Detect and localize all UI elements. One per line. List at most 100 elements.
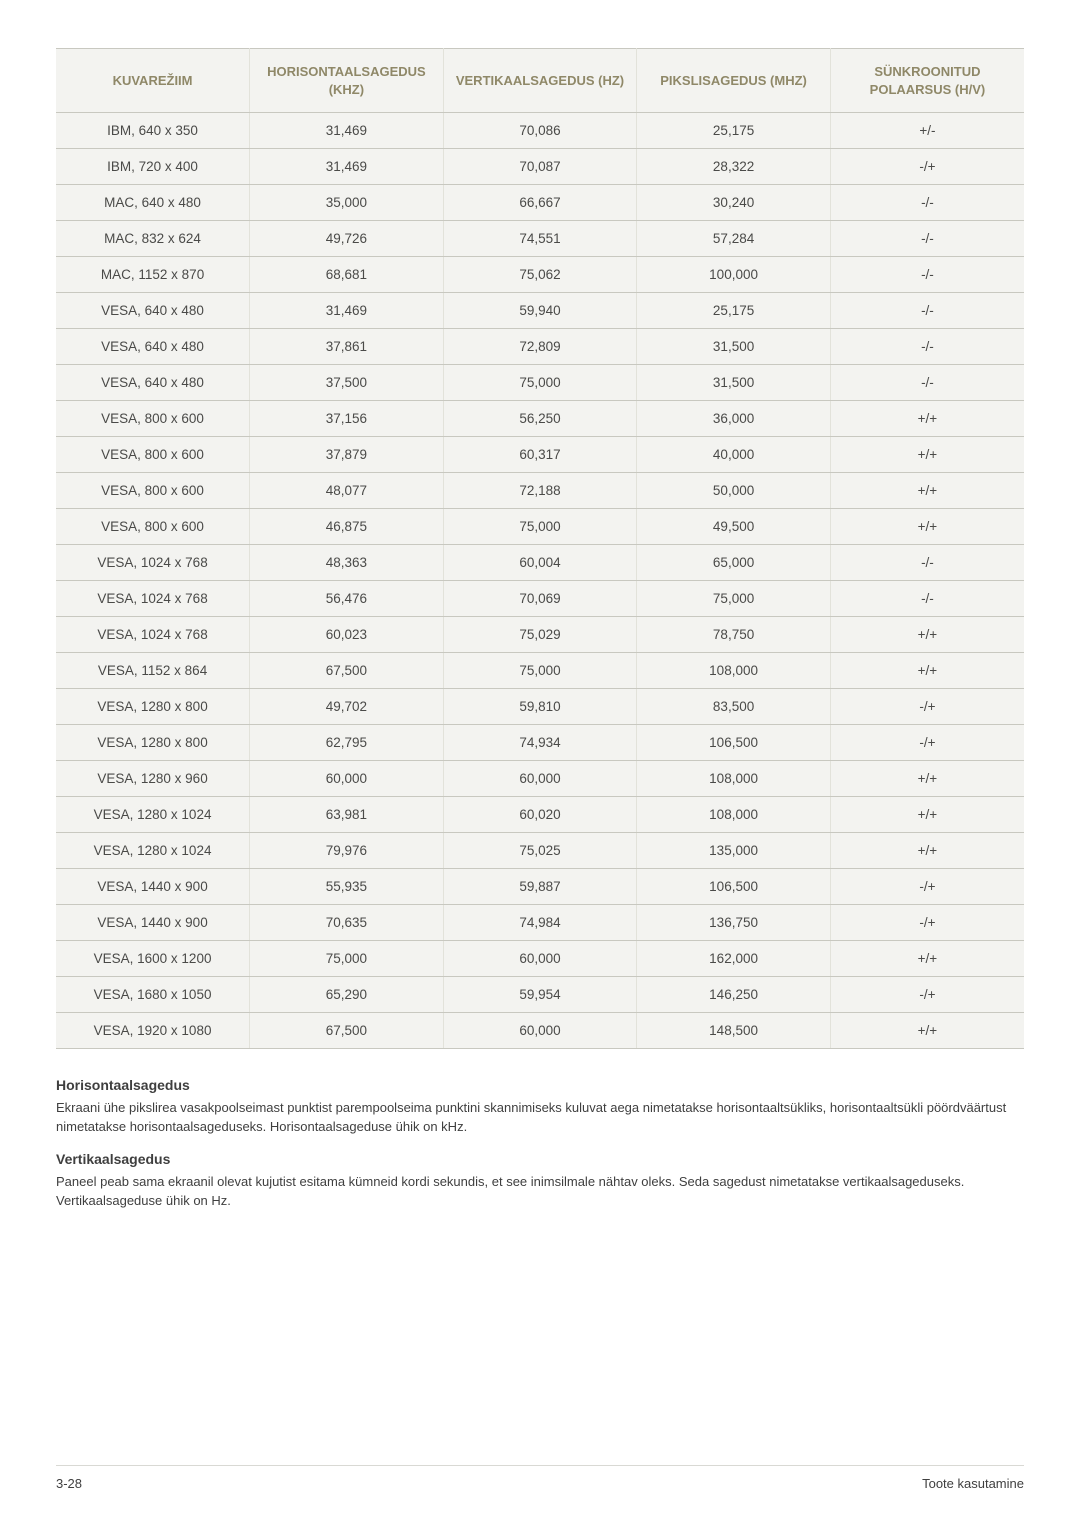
table-cell: 31,500 xyxy=(637,365,831,401)
table-cell: 60,023 xyxy=(250,617,444,653)
table-cell: 75,062 xyxy=(443,257,637,293)
table-cell: +/+ xyxy=(830,797,1024,833)
table-cell: +/+ xyxy=(830,509,1024,545)
table-row: VESA, 640 x 48037,50075,00031,500-/- xyxy=(56,365,1024,401)
table-cell: 31,469 xyxy=(250,113,444,149)
table-cell: 70,069 xyxy=(443,581,637,617)
table-row: MAC, 832 x 62449,72674,55157,284-/- xyxy=(56,221,1024,257)
table-cell: 75,000 xyxy=(443,653,637,689)
table-cell: -/- xyxy=(830,329,1024,365)
table-cell: 65,290 xyxy=(250,977,444,1013)
table-cell: VESA, 800 x 600 xyxy=(56,437,250,473)
table-cell: 28,322 xyxy=(637,149,831,185)
table-cell: 65,000 xyxy=(637,545,831,581)
table-cell: VESA, 1280 x 1024 xyxy=(56,833,250,869)
table-cell: 79,976 xyxy=(250,833,444,869)
table-row: VESA, 800 x 60048,07772,18850,000+/+ xyxy=(56,473,1024,509)
table-cell: 56,250 xyxy=(443,401,637,437)
table-cell: +/+ xyxy=(830,437,1024,473)
table-cell: 75,000 xyxy=(443,365,637,401)
table-cell: -/+ xyxy=(830,869,1024,905)
table-cell: -/+ xyxy=(830,149,1024,185)
table-cell: 60,000 xyxy=(443,761,637,797)
col-mode: KUVAREŽIIM xyxy=(56,49,250,113)
table-cell: 60,020 xyxy=(443,797,637,833)
table-cell: MAC, 1152 x 870 xyxy=(56,257,250,293)
table-cell: IBM, 720 x 400 xyxy=(56,149,250,185)
table-cell: VESA, 1152 x 864 xyxy=(56,653,250,689)
table-cell: 55,935 xyxy=(250,869,444,905)
table-row: VESA, 1024 x 76856,47670,06975,000-/- xyxy=(56,581,1024,617)
table-cell: 75,000 xyxy=(250,941,444,977)
table-row: VESA, 800 x 60046,87575,00049,500+/+ xyxy=(56,509,1024,545)
table-cell: 70,087 xyxy=(443,149,637,185)
section-heading: Horisontaalsagedus xyxy=(56,1077,1024,1093)
table-cell: 106,500 xyxy=(637,725,831,761)
table-row: VESA, 1920 x 108067,50060,000148,500+/+ xyxy=(56,1013,1024,1049)
table-cell: -/+ xyxy=(830,689,1024,725)
table-cell: -/+ xyxy=(830,725,1024,761)
table-row: VESA, 1024 x 76848,36360,00465,000-/- xyxy=(56,545,1024,581)
table-cell: -/+ xyxy=(830,905,1024,941)
section-para: Paneel peab sama ekraanil olevat kujutis… xyxy=(56,1173,1024,1211)
table-cell: 108,000 xyxy=(637,653,831,689)
table-cell: 60,000 xyxy=(443,1013,637,1049)
table-cell: 74,984 xyxy=(443,905,637,941)
table-cell: +/+ xyxy=(830,1013,1024,1049)
table-cell: 30,240 xyxy=(637,185,831,221)
table-cell: 31,500 xyxy=(637,329,831,365)
table-cell: 75,000 xyxy=(443,509,637,545)
table-cell: 59,940 xyxy=(443,293,637,329)
table-cell: 106,500 xyxy=(637,869,831,905)
table-row: VESA, 1280 x 80049,70259,81083,500-/+ xyxy=(56,689,1024,725)
table-cell: 49,500 xyxy=(637,509,831,545)
table-cell: +/+ xyxy=(830,401,1024,437)
table-cell: 37,156 xyxy=(250,401,444,437)
table-cell: 59,810 xyxy=(443,689,637,725)
col-pixclk: PIKSLISAGEDUS (MHZ) xyxy=(637,49,831,113)
table-cell: VESA, 640 x 480 xyxy=(56,365,250,401)
table-cell: MAC, 640 x 480 xyxy=(56,185,250,221)
table-cell: 136,750 xyxy=(637,905,831,941)
table-cell: 108,000 xyxy=(637,761,831,797)
table-cell: 70,086 xyxy=(443,113,637,149)
table-cell: -/- xyxy=(830,221,1024,257)
table-row: VESA, 800 x 60037,87960,31740,000+/+ xyxy=(56,437,1024,473)
table-cell: 37,879 xyxy=(250,437,444,473)
table-cell: 100,000 xyxy=(637,257,831,293)
table-row: VESA, 1280 x 96060,00060,000108,000+/+ xyxy=(56,761,1024,797)
table-cell: 162,000 xyxy=(637,941,831,977)
table-cell: 60,000 xyxy=(443,941,637,977)
table-cell: 48,077 xyxy=(250,473,444,509)
table-row: VESA, 1600 x 120075,00060,000162,000+/+ xyxy=(56,941,1024,977)
table-cell: +/+ xyxy=(830,653,1024,689)
table-cell: VESA, 1024 x 768 xyxy=(56,617,250,653)
table-cell: 75,000 xyxy=(637,581,831,617)
chapter-title: Toote kasutamine xyxy=(922,1476,1024,1491)
table-row: VESA, 1280 x 102463,98160,020108,000+/+ xyxy=(56,797,1024,833)
table-cell: 67,500 xyxy=(250,653,444,689)
timing-table: KUVAREŽIIM HORISONTAALSAGEDUS (KHZ) VERT… xyxy=(56,48,1024,1049)
table-cell: 75,025 xyxy=(443,833,637,869)
table-cell: 37,500 xyxy=(250,365,444,401)
table-cell: 72,809 xyxy=(443,329,637,365)
table-row: VESA, 1280 x 80062,79574,934106,500-/+ xyxy=(56,725,1024,761)
table-cell: +/+ xyxy=(830,761,1024,797)
table-cell: 78,750 xyxy=(637,617,831,653)
table-cell: 75,029 xyxy=(443,617,637,653)
table-cell: 59,887 xyxy=(443,869,637,905)
table-cell: VESA, 1680 x 1050 xyxy=(56,977,250,1013)
table-cell: 72,188 xyxy=(443,473,637,509)
table-row: VESA, 640 x 48031,46959,94025,175-/- xyxy=(56,293,1024,329)
table-cell: +/- xyxy=(830,113,1024,149)
table-cell: -/+ xyxy=(830,977,1024,1013)
table-row: VESA, 1680 x 105065,29059,954146,250-/+ xyxy=(56,977,1024,1013)
table-cell: 49,726 xyxy=(250,221,444,257)
table-cell: 66,667 xyxy=(443,185,637,221)
table-cell: 31,469 xyxy=(250,293,444,329)
table-cell: 67,500 xyxy=(250,1013,444,1049)
table-cell: +/+ xyxy=(830,833,1024,869)
table-cell: VESA, 1600 x 1200 xyxy=(56,941,250,977)
table-row: MAC, 1152 x 87068,68175,062100,000-/- xyxy=(56,257,1024,293)
table-cell: 59,954 xyxy=(443,977,637,1013)
